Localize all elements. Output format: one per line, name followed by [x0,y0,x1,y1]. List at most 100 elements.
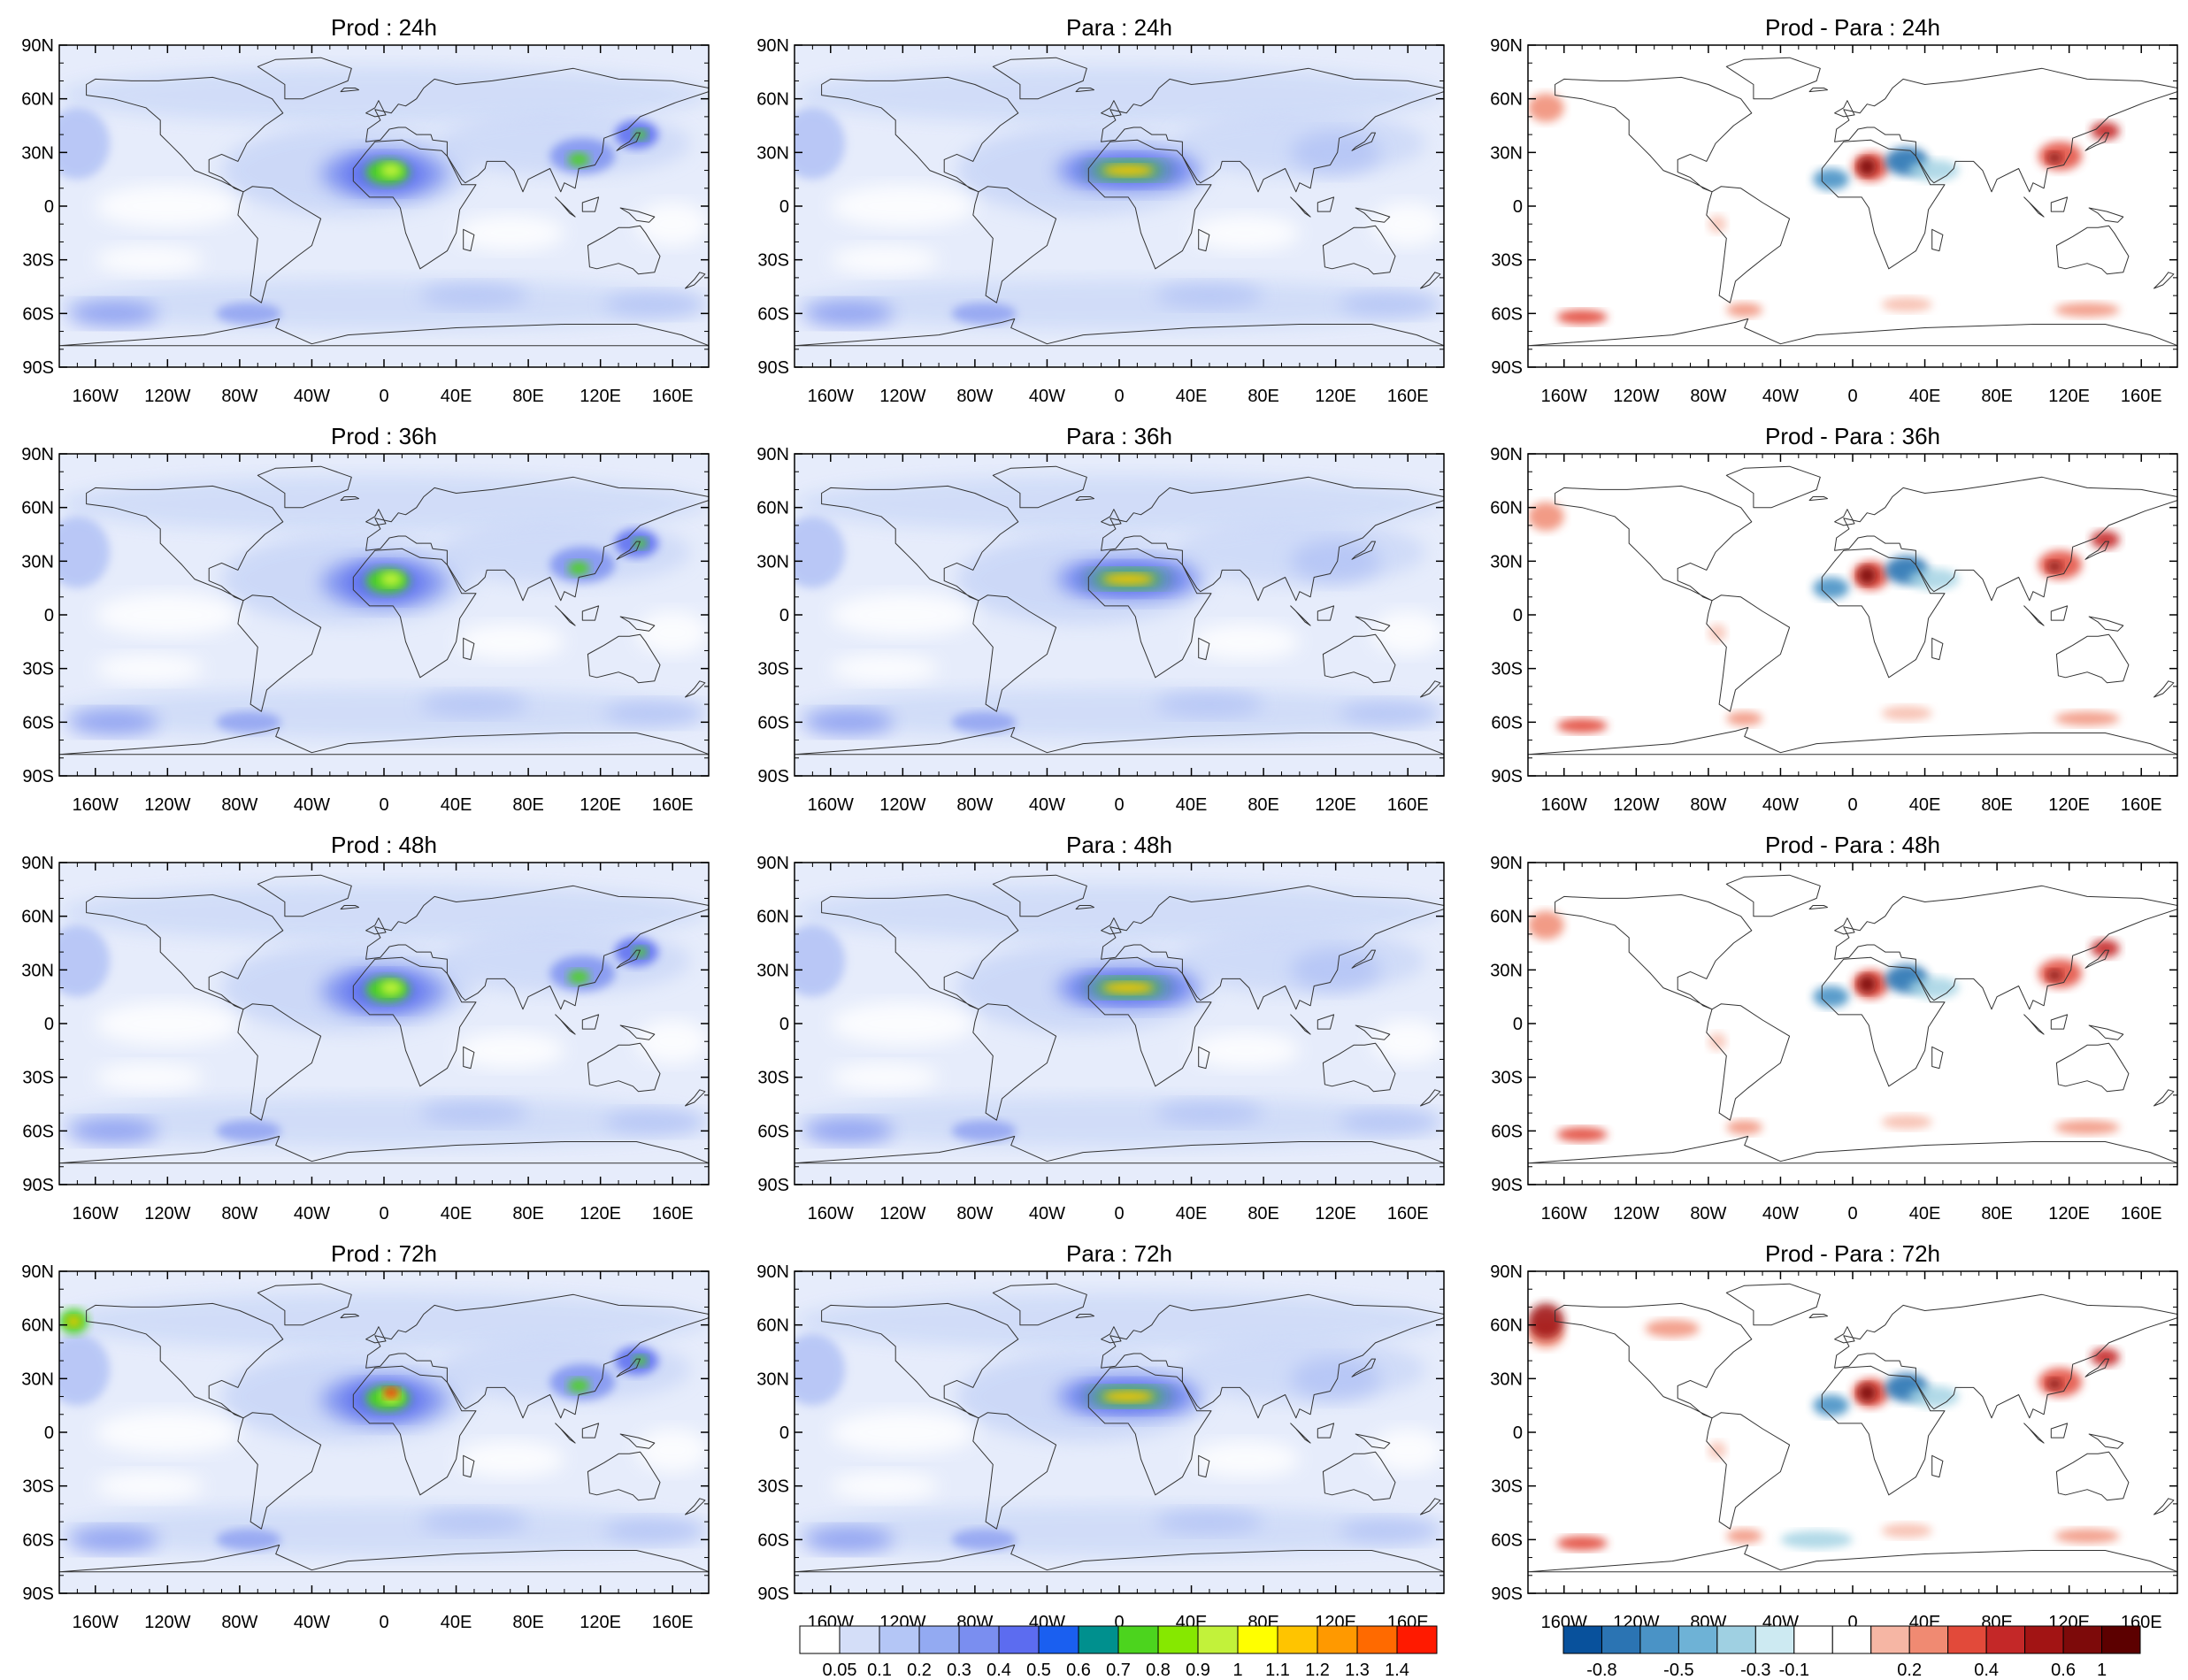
lat-label: 30N [756,143,789,163]
shaded-field [795,863,1444,1185]
lon-label: 40W [294,1204,330,1224]
lon-label: 0 [1114,1613,1124,1632]
lat-label: 60S [757,1122,789,1141]
lon-label: 40E [441,795,472,815]
shaded-region [633,129,648,141]
shaded-region [419,282,529,309]
colorbar-label: -0.3 [1740,1661,1770,1680]
coastline [1355,1024,1391,1040]
coastline [86,485,284,602]
lon-label: 0 [1847,1204,1857,1224]
colorbar-swatch [1277,1625,1318,1654]
coastline [616,541,641,560]
shaded-field [59,1271,709,1593]
lat-label: 30N [21,552,54,572]
shaded-field [795,45,1444,367]
coastline [463,1454,475,1478]
clear-region [95,1001,240,1046]
coastline [1834,67,2177,193]
coastline [821,1302,1019,1419]
clear-region [1191,624,1300,660]
clear-region [1371,202,1444,246]
coastline [1725,874,1821,917]
colorbar-label: -0.8 [1586,1661,1616,1680]
coastline [2084,132,2109,151]
lon-label: 120W [144,387,190,406]
coastline [2084,949,2109,969]
shaded-field [1528,863,2177,1185]
clear-region [1371,1019,1444,1063]
shaded-region [59,884,709,941]
lat-label: 90S [22,1176,54,1195]
colorbar-swatch [1947,1625,1987,1654]
coastline [365,1326,387,1344]
coastline [2050,605,2069,621]
shaded-region [603,1109,705,1135]
coastline [352,1365,477,1496]
panel-title: Para : 24h [1066,14,1172,41]
shaded-region [803,710,894,735]
lon-label: 0 [1114,795,1124,815]
shaded-field [59,45,709,367]
coastlines [795,874,1444,1164]
lon-label: 120W [879,1204,925,1224]
coastline [340,905,359,910]
map-panel: 90N 60N 30N 0 30S 60S 90S 160W 120W 80W 40W 0 40E 80E… [21,14,710,406]
shaded-region [59,1293,709,1350]
clear-region [456,215,564,251]
shaded-region [795,1293,1444,1350]
coastline [365,1293,709,1419]
coastline [365,509,387,526]
lat-label: 60N [21,908,54,927]
colorbar-swatch [998,1625,1040,1654]
lon-label: 160E [2121,387,2162,406]
colorbar-swatch [2101,1625,2141,1654]
coastline [2153,1089,2175,1107]
lat-label: 30S [757,1069,789,1088]
lat-label: 90N [756,854,789,873]
clear-region [95,1471,204,1500]
lon-label: 80E [1981,795,2013,815]
lat-label: 90N [756,36,789,56]
lat-label: 30S [757,660,789,679]
colorbar-label: 0.5 [1026,1661,1051,1680]
lat-label: 60N [1490,90,1523,110]
lon-label: 120E [580,387,621,406]
shaded-region [216,303,281,325]
lon-label: 120W [144,795,190,815]
map-panel: 90N 60N 30N 0 30S 60S 90S 160W 120W 80W 40W 0 40E 80E… [756,14,1445,406]
map-panel: 90N 60N 30N 0 30S 60S 90S 160W 120W 80W 40W 0 40E 80E… [1490,14,2178,406]
lat-label: 30N [756,961,789,980]
shaded-region [216,1120,281,1142]
coastline [1528,1544,2177,1573]
shaded-region [59,475,709,533]
lon-label: 160E [1387,795,1429,815]
panel-title: Prod : 72h [331,1240,437,1267]
lat-label: 30N [1490,1369,1523,1389]
shaded-region [1290,131,1381,174]
shaded-region [216,1529,281,1551]
coastline [340,88,359,93]
lon-label: 80E [512,387,544,406]
map-panel: 90N 60N 30N 0 30S 60S 90S 160W 120W 80W 40W 0 40E 80E… [21,1240,710,1632]
clear-region [1191,1441,1300,1477]
shaded-region [1290,948,1381,992]
lat-label: 90N [21,36,54,56]
coastline [1834,885,2177,1010]
panel-title: Prod : 24h [331,14,437,41]
colorbar-label: 1 [2097,1661,2107,1680]
lon-label: 120E [1315,387,1356,406]
lat-label: 60S [757,304,789,324]
coastline [86,894,284,1010]
lon-label: 80W [221,1613,257,1632]
coastline [1931,637,1944,661]
coastline [795,318,1444,347]
shaded-region [2091,121,2120,141]
shaded-region [795,66,1444,124]
shaded-region [803,1527,894,1553]
coastline [619,1433,656,1449]
colorbar-swatch [1601,1625,1641,1654]
lat-label: 30S [22,251,54,271]
lat-label: 60N [756,908,789,927]
